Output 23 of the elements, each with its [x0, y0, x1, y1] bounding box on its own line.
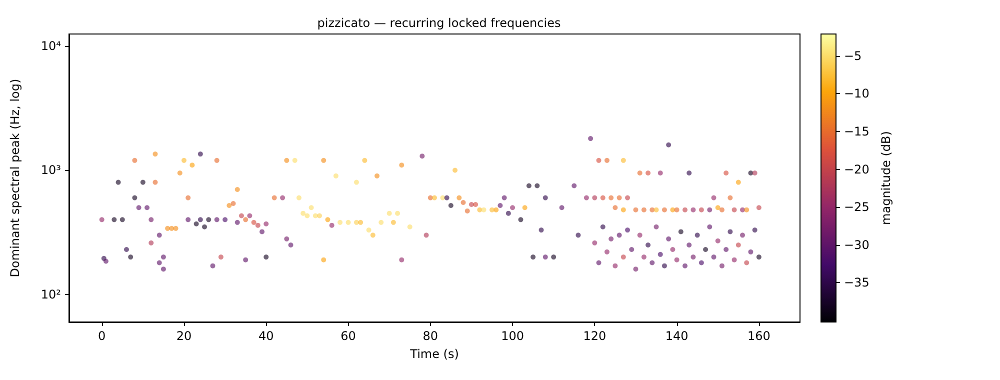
color-bar-label: −30	[844, 238, 870, 252]
x-tick-label: 20	[176, 329, 192, 343]
color-bar-label: −5	[844, 48, 862, 63]
x-tick-label: 120	[583, 329, 606, 343]
color-bar-label: −20	[844, 162, 870, 176]
color-bar-title: magnitude (dB)	[879, 131, 893, 225]
x-tick-label: 140	[665, 329, 688, 343]
x-tick-label: 160	[747, 329, 770, 343]
y-tick-label: 10²	[40, 287, 62, 302]
x-tick-label: 60	[340, 329, 356, 343]
color-bar-label: −15	[844, 124, 870, 139]
color-bar-label: −10	[844, 86, 870, 101]
y-tick-label: 10³	[40, 163, 62, 178]
x-tick-label: 0	[98, 329, 106, 343]
x-axis-title: Time (s)	[409, 347, 459, 361]
y-tick-label: 10⁴	[40, 39, 62, 54]
x-tick-label: 100	[501, 329, 524, 343]
x-tick-label: 40	[258, 329, 274, 343]
chart-title: pizzicato — recurring locked frequencies	[317, 16, 561, 30]
color-bar-label: −35	[844, 276, 870, 290]
color-bar-label: −25	[844, 200, 870, 214]
x-tick-label: 80	[422, 329, 438, 343]
y-axis-title: Dominant spectral peak (Hz, log)	[8, 78, 22, 278]
